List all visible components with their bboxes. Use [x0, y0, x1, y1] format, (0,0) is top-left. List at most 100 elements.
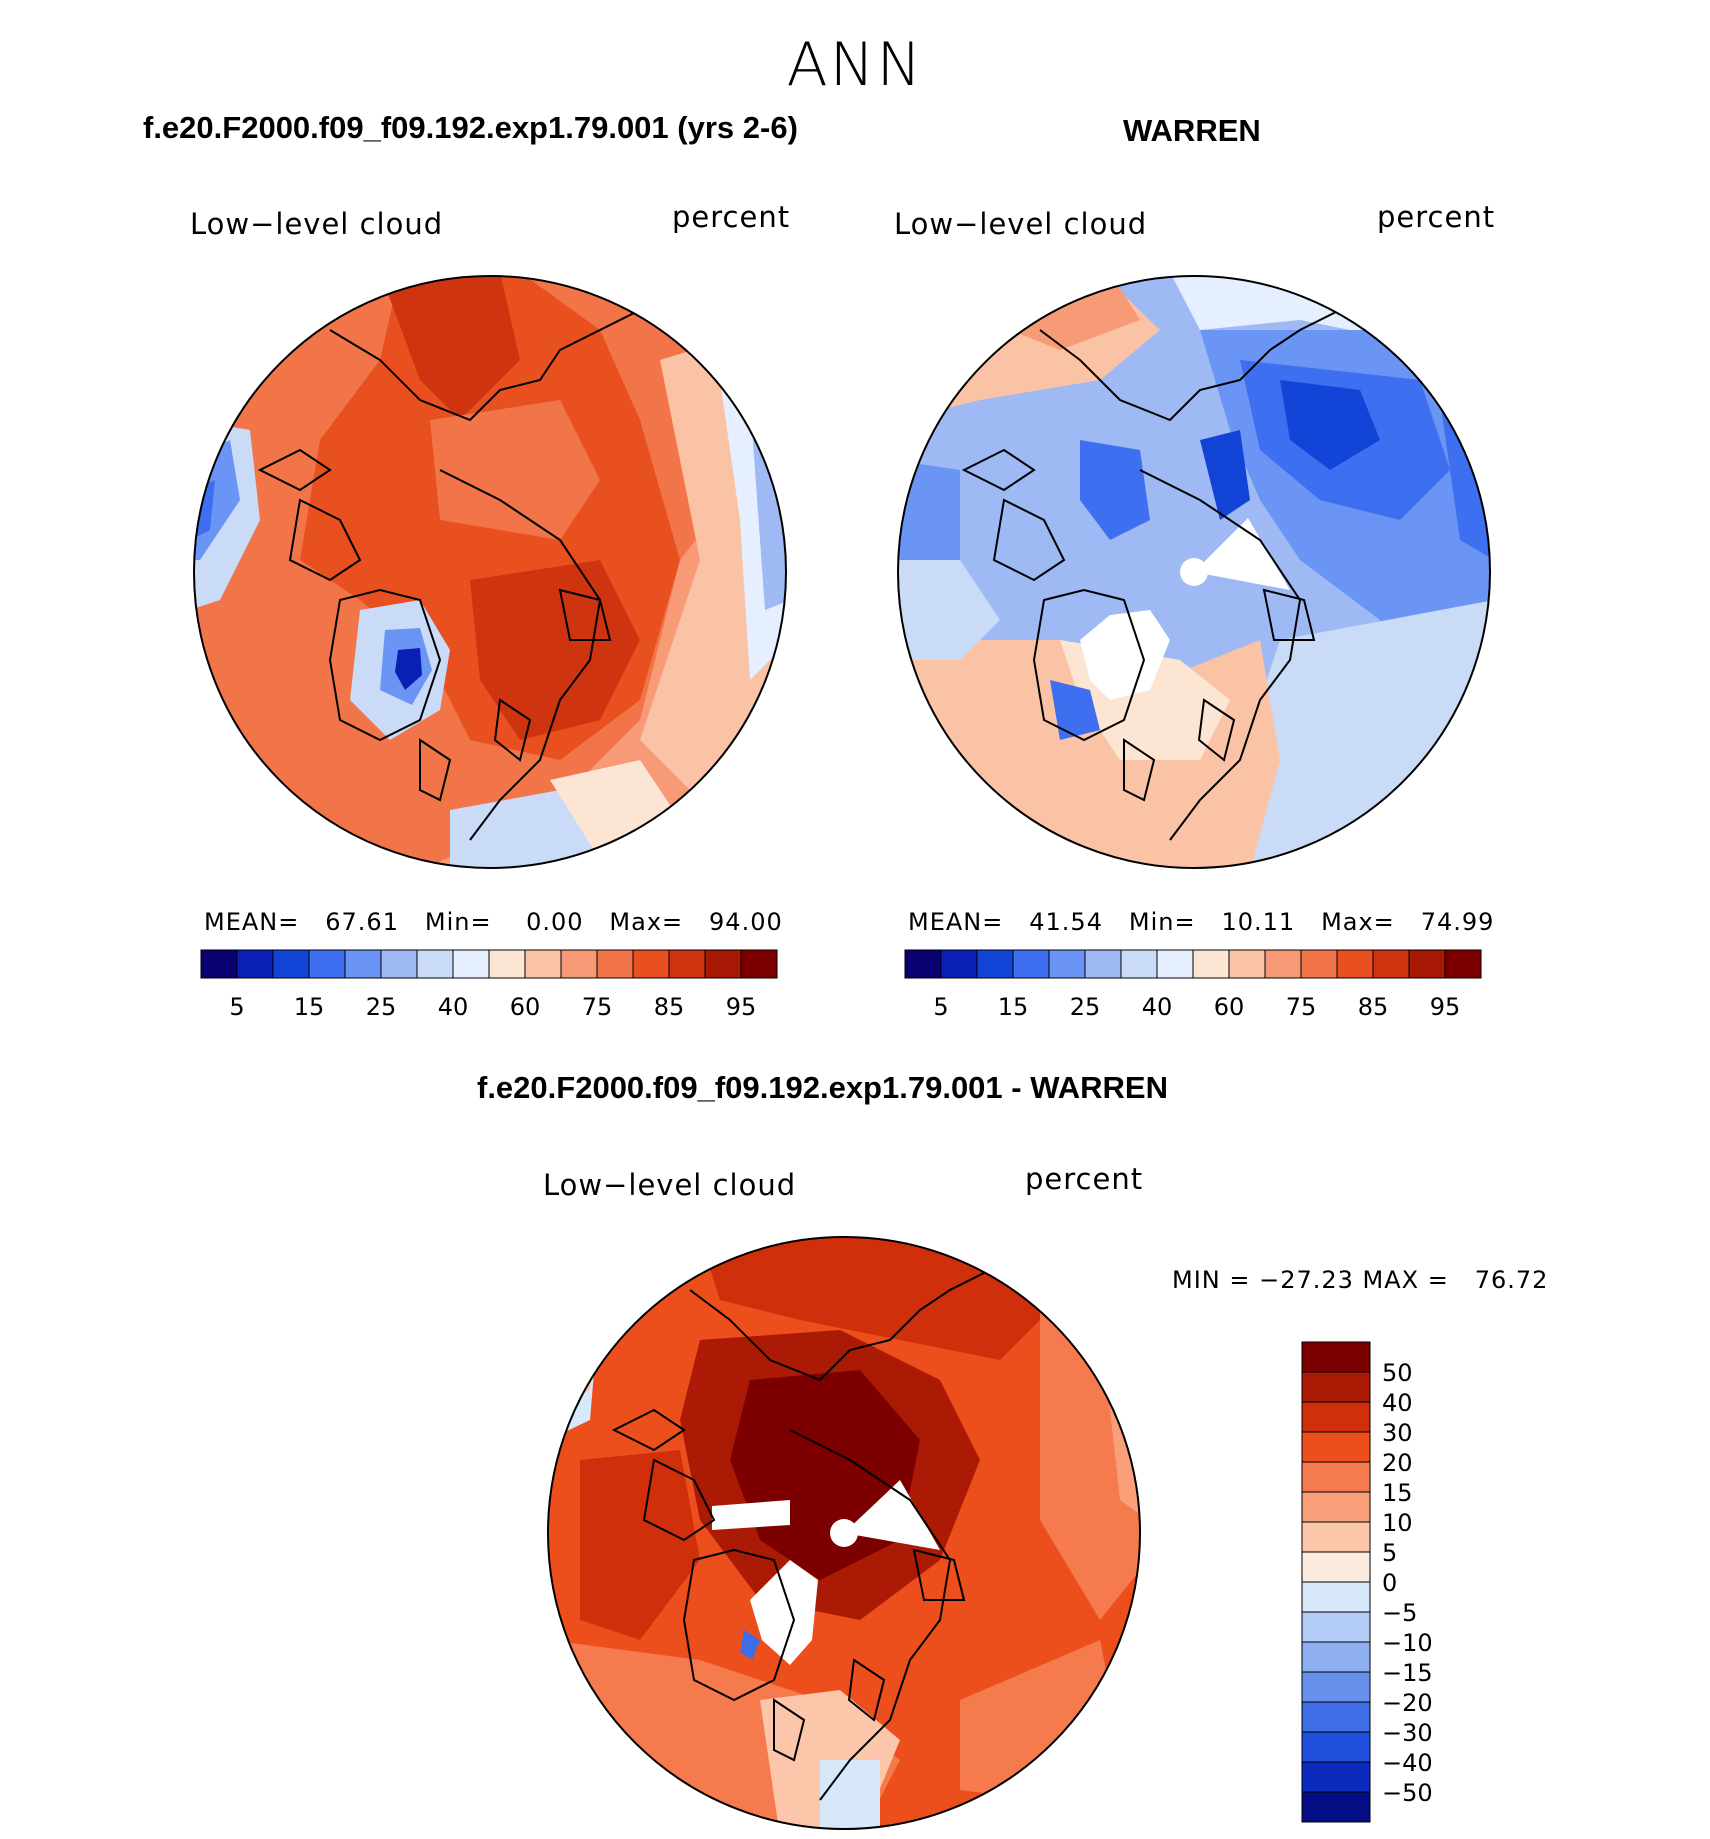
colorbar-warren-tick-label: 95 [1430, 993, 1461, 1021]
colorbar-difference-swatch [1301, 1461, 1371, 1493]
colorbar-difference-tick-label: −30 [1382, 1719, 1433, 1747]
colorbar-model: 5 15 25 40 60 75 85 95 [200, 949, 778, 1021]
colorbar-warren-swatch [1408, 949, 1446, 979]
diff-variable-label: Low−level cloud [543, 1168, 797, 1202]
colorbar-difference-swatch [1301, 1641, 1371, 1673]
panel-2-case-title: WARREN [1123, 113, 1261, 148]
map-model-low-cloud [193, 275, 787, 869]
colorbar-warren-swatch [1336, 949, 1374, 979]
colorbar-difference-swatch [1301, 1761, 1371, 1793]
panel-1-variable-label: Low−level cloud [190, 207, 444, 241]
panel-2-mean-value: 41.54 [1029, 908, 1103, 936]
colorbar-warren-swatch [1156, 949, 1194, 979]
colorbar-difference-tick-label: −40 [1382, 1749, 1433, 1777]
colorbar-difference-swatch [1301, 1491, 1371, 1523]
colorbar-warren-swatch [1120, 949, 1158, 979]
colorbar-difference-tick-label: 40 [1382, 1389, 1413, 1417]
colorbar-model-tick-label: 75 [582, 993, 613, 1021]
panel-2-variable-label: Low−level cloud [894, 207, 1148, 241]
colorbar-difference-tick-label: −20 [1382, 1689, 1433, 1717]
colorbar-difference-swatch [1301, 1611, 1371, 1643]
colorbar-model-swatch [596, 949, 634, 979]
colorbar-warren-swatch [1300, 949, 1338, 979]
colorbar-difference-swatch [1301, 1581, 1371, 1613]
colorbar-warren-swatch [1372, 949, 1410, 979]
colorbar-model-swatch [560, 949, 598, 979]
colorbar-warren-tick-label: 15 [998, 993, 1029, 1021]
colorbar-model-tick-label: 40 [438, 993, 469, 1021]
colorbar-model-swatch [740, 949, 778, 979]
colorbar-warren-tick-label: 60 [1214, 993, 1245, 1021]
colorbar-model-swatch [236, 949, 274, 979]
page-title: ANN [786, 30, 924, 100]
colorbar-difference-tick-label: 50 [1382, 1359, 1413, 1387]
colorbar-warren-swatch [1048, 949, 1086, 979]
map-warren-low-cloud [897, 275, 1491, 869]
panel-2-units-label: percent [1377, 200, 1496, 234]
panel-1-min-label: Min= [424, 908, 492, 936]
colorbar-warren-swatch [1228, 949, 1266, 979]
panel-2-mean-label: MEAN= [908, 908, 1004, 936]
panel-1-units-label: percent [672, 200, 791, 234]
colorbar-model-swatch [632, 949, 670, 979]
colorbar-difference-tick-label: 20 [1382, 1449, 1413, 1477]
panel-1-mean-label: MEAN= [204, 908, 300, 936]
colorbar-difference-swatch [1301, 1371, 1371, 1403]
panel-1-max-value: 94.00 [709, 908, 783, 936]
colorbar-model-swatch [416, 949, 454, 979]
colorbar-difference-swatch [1301, 1401, 1371, 1433]
colorbar-warren-tick-label: 25 [1070, 993, 1101, 1021]
colorbar-difference-tick-label: 15 [1382, 1479, 1413, 1507]
colorbar-model-tick-label: 15 [294, 993, 325, 1021]
colorbar-difference-swatch [1301, 1671, 1371, 1703]
colorbar-difference-swatch [1301, 1431, 1371, 1463]
colorbar-model-swatch [488, 949, 526, 979]
panel-1-stats: MEAN= 67.61 Min= 0.00 Max= 94.00 [204, 908, 783, 936]
colorbar-model-swatch [668, 949, 706, 979]
colorbar-warren-swatch [1012, 949, 1050, 979]
colorbar-difference-swatch [1301, 1701, 1371, 1733]
colorbar-difference-tick-label: 0 [1382, 1569, 1397, 1597]
panel-2-max-value: 74.99 [1420, 908, 1495, 936]
colorbar-model-swatch [200, 949, 238, 979]
colorbar-warren-tick-label: 75 [1286, 993, 1317, 1021]
colorbar-model-swatch [380, 949, 418, 979]
colorbar-model-swatch [272, 949, 310, 979]
colorbar-difference-swatch [1301, 1731, 1371, 1763]
colorbar-warren-tick-label: 5 [933, 993, 948, 1021]
colorbar-difference-tick-label: −10 [1382, 1629, 1433, 1657]
panel-1-case-title: f.e20.F2000.f09_f09.192.exp1.79.001 (yrs… [143, 110, 798, 145]
panel-1-max-label: Max= [609, 908, 684, 936]
panel-1-min-value: 0.00 [526, 908, 584, 936]
panel-2-max-label: Max= [1321, 908, 1395, 936]
colorbar-difference-tick-label: 10 [1382, 1509, 1413, 1537]
colorbar-difference-tick-label: −15 [1382, 1659, 1433, 1687]
panel-1-mean-value: 67.61 [325, 908, 399, 936]
colorbar-warren-swatch [976, 949, 1014, 979]
colorbar-difference-tick-label: −50 [1382, 1779, 1433, 1807]
colorbar-model-tick-label: 25 [366, 993, 397, 1021]
panel-2-min-value: 10.11 [1221, 908, 1296, 936]
colorbar-difference-swatch [1301, 1551, 1371, 1583]
map-difference-low-cloud [547, 1236, 1141, 1830]
colorbar-model-swatch [524, 949, 562, 979]
panel-2-min-label: Min= [1128, 908, 1196, 936]
colorbar-warren: 5 15 25 40 60 75 85 95 [904, 949, 1482, 1021]
colorbar-warren-swatch [940, 949, 978, 979]
colorbar-warren-swatch [1444, 949, 1482, 979]
colorbar-model-swatch [452, 949, 490, 979]
colorbar-model-tick-label: 5 [229, 993, 244, 1021]
diff-case-title: f.e20.F2000.f09_f09.192.exp1.79.001 - WA… [477, 1070, 1168, 1105]
colorbar-warren-swatch [1192, 949, 1230, 979]
colorbar-difference-tick-label: 30 [1382, 1419, 1413, 1447]
colorbar-model-tick-label: 95 [726, 993, 757, 1021]
colorbar-difference-swatch [1301, 1521, 1371, 1553]
colorbar-warren-tick-label: 40 [1142, 993, 1173, 1021]
colorbar-model-swatch [704, 949, 742, 979]
panel-2-stats: MEAN= 41.54 Min= 10.11 Max= 74.99 [908, 908, 1494, 936]
colorbar-model-tick-label: 60 [510, 993, 541, 1021]
colorbar-difference-swatch [1301, 1791, 1371, 1823]
colorbar-difference-tick-label: 5 [1382, 1539, 1397, 1567]
